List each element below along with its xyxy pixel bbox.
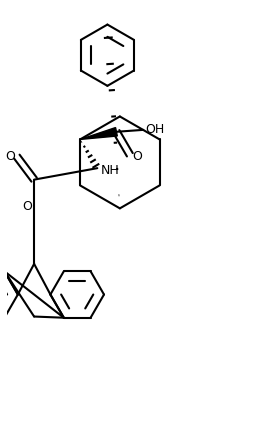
Text: O: O (5, 150, 15, 163)
Polygon shape (80, 128, 117, 139)
Text: NH: NH (101, 164, 120, 177)
Text: O: O (132, 150, 142, 163)
Text: OH: OH (145, 123, 164, 136)
Text: O: O (22, 200, 32, 213)
